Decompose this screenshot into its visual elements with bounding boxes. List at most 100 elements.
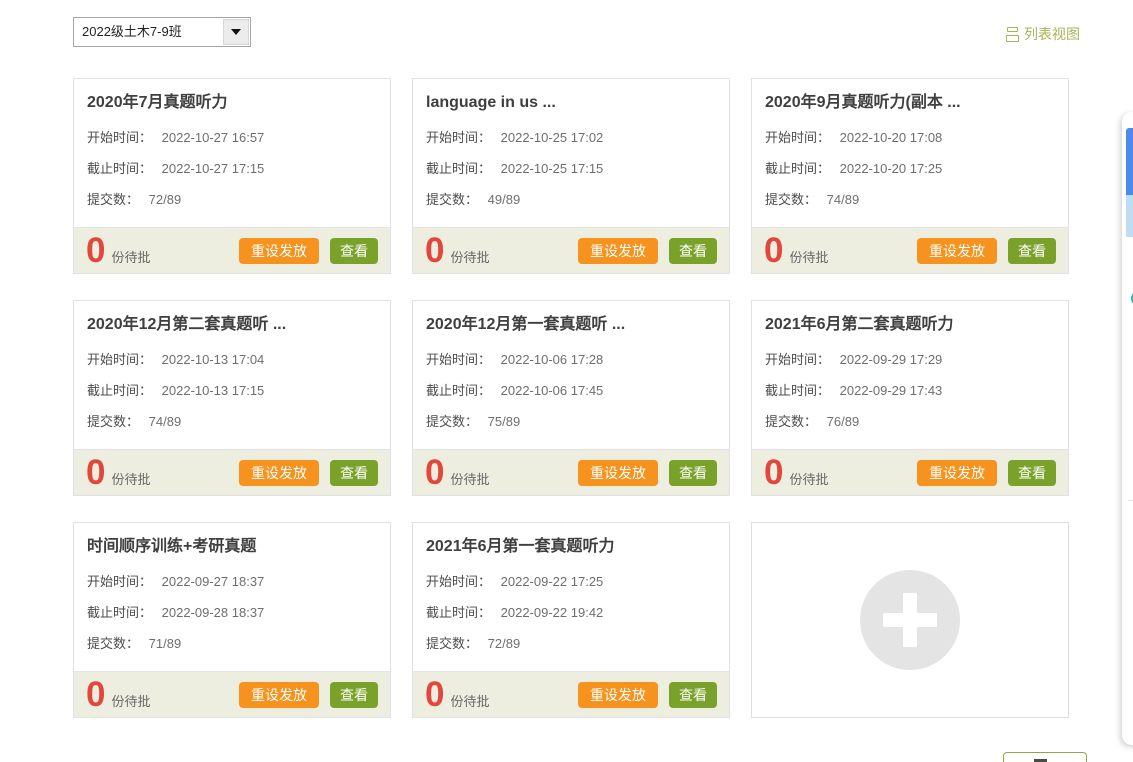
start-time-row: 开始时间： 2022-09-29 17:29 — [765, 351, 1055, 368]
submitted-label: 提交数： — [426, 192, 479, 207]
pending-count: 0 — [86, 230, 106, 270]
reset-distribute-button[interactable]: 重设发放 — [917, 237, 997, 264]
pending-label: 份待批 — [450, 249, 490, 265]
assignment-title: 2021年6月第二套真题听力 — [765, 316, 954, 333]
end-time-label: 截止时间： — [87, 383, 153, 398]
start-time-value: 2022-09-22 17:25 — [500, 574, 604, 589]
submitted-label: 提交数： — [426, 414, 479, 429]
floating-side-panel[interactable] — [1122, 112, 1133, 745]
pending-count: 0 — [764, 452, 784, 492]
end-time-value: 2022-10-20 17:25 — [839, 161, 943, 176]
reset-distribute-button[interactable]: 重设发放 — [917, 459, 997, 486]
end-time-value: 2022-09-28 18:37 — [161, 605, 265, 620]
view-button[interactable]: 查看 — [669, 681, 717, 708]
end-time-row: 截止时间： 2022-10-27 17:15 — [87, 160, 377, 177]
submitted-row: 提交数： 74/89 — [765, 191, 1055, 208]
end-time-label: 截止时间： — [87, 161, 153, 176]
card-footer: 0 份待批 重设发放 查看 — [752, 449, 1068, 495]
class-select-dropdown[interactable]: 2022级土木7-9班 — [73, 17, 251, 47]
start-time-row: 开始时间： 2022-09-22 17:25 — [426, 573, 716, 590]
pending-group: 0 份待批 — [86, 230, 151, 270]
start-time-row: 开始时间： 2022-09-27 18:37 — [87, 573, 377, 590]
side-widget-light[interactable] — [1126, 195, 1133, 306]
submitted-label: 提交数： — [426, 636, 479, 651]
reset-distribute-button[interactable]: 重设发放 — [239, 681, 319, 708]
end-time-label: 截止时间： — [765, 383, 831, 398]
start-time-row: 开始时间： 2022-10-13 17:04 — [87, 351, 377, 368]
submitted-label: 提交数： — [87, 414, 140, 429]
start-time-label: 开始时间： — [426, 574, 492, 589]
end-time-label: 截止时间： — [426, 383, 492, 398]
pending-count: 0 — [764, 230, 784, 270]
end-time-value: 2022-10-25 17:15 — [500, 161, 604, 176]
list-view-label: 列表视图 — [1024, 26, 1080, 42]
submitted-value: 75/89 — [487, 414, 521, 429]
view-button[interactable]: 查看 — [669, 459, 717, 486]
assignment-title: 2020年12月第一套真题听 ... — [426, 316, 626, 333]
plus-icon[interactable] — [860, 570, 960, 670]
assignment-title: 2020年9月真题听力(副本 ... — [765, 94, 961, 111]
submitted-label: 提交数： — [87, 192, 140, 207]
assignment-card: 2020年12月第二套真题听 ... 开始时间： 2022-10-13 17:0… — [73, 300, 391, 496]
pending-group: 0 份待批 — [425, 233, 490, 268]
submitted-row: 提交数： 76/89 — [765, 413, 1055, 430]
start-time-label: 开始时间： — [87, 574, 153, 589]
start-time-label: 开始时间： — [765, 130, 831, 145]
card-footer: 0 份待批 重设发放 查看 — [413, 449, 729, 495]
add-card[interactable] — [751, 522, 1069, 718]
chevron-down-icon[interactable] — [223, 19, 249, 45]
card-body: 2021年6月第一套真题听力 开始时间： 2022-09-22 17:25 截止… — [413, 523, 729, 671]
partial-bottom-button[interactable] — [1003, 752, 1087, 762]
pending-count: 0 — [86, 452, 106, 492]
reset-distribute-button[interactable]: 重设发放 — [239, 459, 319, 486]
submitted-value: 76/89 — [826, 414, 860, 429]
end-time-value: 2022-10-13 17:15 — [161, 383, 265, 398]
end-time-value: 2022-10-06 17:45 — [500, 383, 604, 398]
start-time-label: 开始时间： — [765, 352, 831, 367]
start-time-value: 2022-09-27 18:37 — [161, 574, 265, 589]
pending-label: 份待批 — [111, 249, 151, 265]
submitted-value: 72/89 — [487, 636, 521, 651]
view-button[interactable]: 查看 — [330, 681, 378, 708]
view-button[interactable]: 查看 — [1008, 459, 1056, 486]
start-time-row: 开始时间： 2022-10-06 17:28 — [426, 351, 716, 368]
assignment-card: language in us ... 开始时间： 2022-10-25 17:0… — [412, 78, 730, 274]
pending-label: 份待批 — [789, 249, 829, 265]
view-button[interactable]: 查看 — [669, 237, 717, 264]
pending-group: 0 份待批 — [425, 455, 489, 490]
reset-distribute-button[interactable]: 重设发放 — [578, 459, 658, 486]
reset-distribute-button[interactable]: 重设发放 — [239, 237, 319, 264]
submitted-row: 提交数： 75/89 — [426, 413, 716, 430]
card-body: 2020年9月真题听力(副本 ... 开始时间： 2022-10-20 17:0… — [752, 79, 1068, 227]
pending-group: 0 份待批 — [86, 677, 150, 712]
assignment-title: 2020年7月真题听力 — [87, 94, 228, 111]
reset-distribute-button[interactable]: 重设发放 — [578, 681, 658, 708]
end-time-label: 截止时间： — [765, 161, 831, 176]
list-view-toggle[interactable]: 列表视图 — [1006, 24, 1080, 44]
card-body: 2020年12月第二套真题听 ... 开始时间： 2022-10-13 17:0… — [74, 301, 390, 449]
assignment-card: 2021年6月第一套真题听力 开始时间： 2022-09-22 17:25 截止… — [412, 522, 730, 718]
reset-distribute-button[interactable]: 重设发放 — [578, 237, 658, 264]
submitted-label: 提交数： — [765, 192, 818, 207]
end-time-row: 截止时间： 2022-09-28 18:37 — [87, 604, 377, 621]
submitted-row: 提交数： 71/89 — [87, 635, 377, 652]
end-time-row: 截止时间： 2022-10-13 17:15 — [87, 382, 377, 399]
start-time-value: 2022-10-25 17:02 — [500, 130, 604, 145]
view-button[interactable]: 查看 — [330, 237, 378, 264]
view-button[interactable]: 查看 — [1008, 237, 1056, 264]
submitted-label: 提交数： — [87, 636, 140, 651]
card-body: 2021年6月第二套真题听力 开始时间： 2022-09-29 17:29 截止… — [752, 301, 1068, 449]
assignment-title: 2021年6月第一套真题听力 — [426, 538, 615, 555]
submitted-value: 71/89 — [148, 636, 182, 651]
submitted-row: 提交数： 72/89 — [426, 635, 716, 652]
end-time-value: 2022-09-29 17:43 — [839, 383, 943, 398]
view-button[interactable]: 查看 — [330, 459, 378, 486]
submitted-row: 提交数： 74/89 — [87, 413, 377, 430]
pending-label: 份待批 — [450, 693, 490, 709]
card-grid: 2020年7月真题听力 开始时间： 2022-10-27 16:57 截止时间：… — [73, 78, 1069, 718]
side-widget-blue[interactable] — [1126, 128, 1133, 195]
card-body: 2020年7月真题听力 开始时间： 2022-10-27 16:57 截止时间：… — [74, 79, 390, 227]
assignment-card: 2020年9月真题听力(副本 ... 开始时间： 2022-10-20 17:0… — [751, 78, 1069, 274]
pending-group: 0 份待批 — [764, 230, 829, 270]
start-time-row: 开始时间： 2022-10-25 17:02 — [426, 129, 716, 146]
